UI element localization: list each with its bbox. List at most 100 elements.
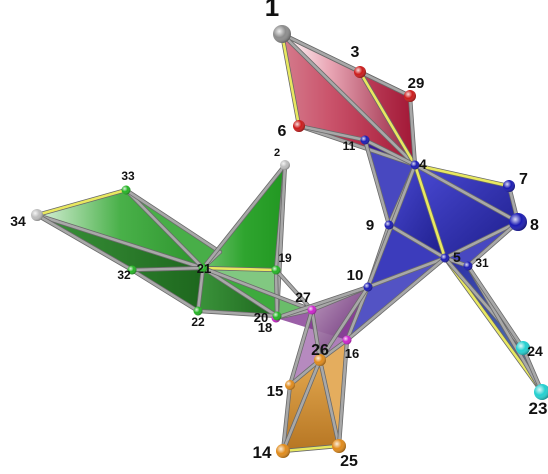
- edge-27-15: [288, 308, 314, 387]
- edge-29-4: [408, 94, 417, 167]
- node-shade-23: [534, 384, 548, 400]
- node-shade-8: [509, 213, 527, 231]
- edge-1-6: [280, 32, 301, 128]
- edge-16-25: [337, 338, 349, 448]
- node-shade-1: [273, 25, 291, 43]
- node-shade-15: [285, 380, 295, 390]
- node-label-24: 24: [527, 343, 543, 359]
- edge-10-5: [366, 256, 447, 289]
- node-label-4: 4: [419, 156, 427, 172]
- node-label-19: 19: [278, 251, 292, 265]
- node-shade-19: [271, 265, 281, 275]
- node-shade-16: [342, 335, 352, 345]
- edge-34-21: [35, 213, 205, 270]
- node-shade-11: [360, 135, 370, 145]
- face-33-K-21: [126, 190, 220, 268]
- node-shade-26: [314, 354, 326, 366]
- edge-32-22: [130, 268, 200, 313]
- node-label-7: 7: [519, 171, 528, 188]
- node-label-27: 27: [295, 289, 311, 305]
- node-label-15: 15: [267, 383, 284, 400]
- face-4-9-5: [389, 165, 445, 258]
- edge-3-29: [358, 70, 412, 98]
- node-shade-24: [516, 341, 530, 355]
- edge-34-32: [35, 213, 134, 272]
- node-shade-4: [410, 160, 420, 170]
- node-label-33: 33: [121, 169, 135, 183]
- edge-19-21: [201, 266, 278, 272]
- node-shade-27: [307, 305, 317, 315]
- edge-21-27: [201, 266, 314, 312]
- edge-5-24: [443, 256, 525, 350]
- edge-6-4: [297, 124, 417, 167]
- node-shade-31: [463, 261, 473, 271]
- node-label-18: 18: [258, 320, 272, 335]
- edge-5-8: [443, 220, 520, 260]
- edge-22-21: [196, 266, 205, 313]
- labels-layer: 1234567891011141516181920212223242526272…: [10, 0, 547, 470]
- node-label-11: 11: [343, 139, 356, 153]
- node-shade-7: [503, 180, 515, 192]
- edge-27-26: [310, 308, 322, 362]
- edge-32-21: [130, 266, 205, 272]
- edge-34-33: [35, 188, 128, 217]
- node-label-8: 8: [530, 217, 539, 234]
- node-shade-10: [363, 282, 373, 292]
- node-label-10: 10: [347, 267, 364, 284]
- node-label-26: 26: [311, 342, 329, 359]
- edge-31-24: [466, 264, 525, 350]
- edge-19-20: [274, 268, 279, 318]
- face-34-33-21: [37, 190, 203, 268]
- edge-22-20: [196, 309, 279, 318]
- node-label-23: 23: [529, 399, 548, 418]
- node-shade-25: [332, 439, 346, 453]
- node-label-20: 20: [254, 310, 268, 325]
- node-label-29: 29: [408, 75, 425, 92]
- edge-4-7: [413, 163, 511, 188]
- edge-21-20: [201, 266, 279, 318]
- node-shade-32: [127, 265, 137, 275]
- edge-14-25: [281, 444, 341, 453]
- edge-8-31: [466, 220, 520, 268]
- node-shade-2: [280, 160, 290, 170]
- edge-6-11: [297, 124, 367, 142]
- node-label-3: 3: [351, 44, 360, 61]
- node-shade-33: [121, 185, 131, 195]
- edge-2-21: [201, 163, 287, 270]
- node-shade-29: [404, 90, 416, 102]
- node-label-21: 21: [197, 261, 211, 276]
- edge-4-8: [413, 163, 520, 224]
- node-shade-34: [31, 209, 43, 221]
- face-4-7-8-5: [415, 165, 518, 258]
- edge-26-25: [318, 358, 341, 448]
- node-shade-21: [198, 263, 208, 273]
- edge-26-10: [318, 285, 370, 362]
- node-label-5: 5: [453, 249, 461, 265]
- edge-11-4: [363, 138, 417, 167]
- node-label-32: 32: [117, 268, 131, 282]
- node-label-22: 22: [191, 315, 205, 329]
- edge-18-10: [274, 285, 370, 320]
- node-label-6: 6: [278, 123, 287, 140]
- node-shade-9: [384, 220, 394, 230]
- node-label-1: 1: [265, 0, 279, 22]
- edge-15-14: [281, 383, 292, 453]
- edge-33-21: [124, 188, 205, 270]
- node-label-34: 34: [10, 213, 26, 229]
- node-shade-14: [276, 444, 290, 458]
- edge-26-15: [288, 358, 322, 387]
- edge-5-23: [443, 256, 544, 394]
- node-shade-3: [354, 66, 366, 78]
- node-label-16: 16: [345, 346, 359, 361]
- edge-9-5: [387, 223, 447, 260]
- edges-layer: [34, 31, 545, 454]
- node-label-31: 31: [475, 256, 489, 270]
- node-shade-5: [440, 253, 450, 263]
- node-label-25: 25: [340, 453, 358, 470]
- node-label-2: 2: [274, 147, 280, 159]
- node-shade-22: [193, 306, 203, 316]
- edge-19-27: [274, 268, 314, 312]
- edge-11-9: [363, 138, 391, 227]
- edge-4-5: [413, 163, 447, 260]
